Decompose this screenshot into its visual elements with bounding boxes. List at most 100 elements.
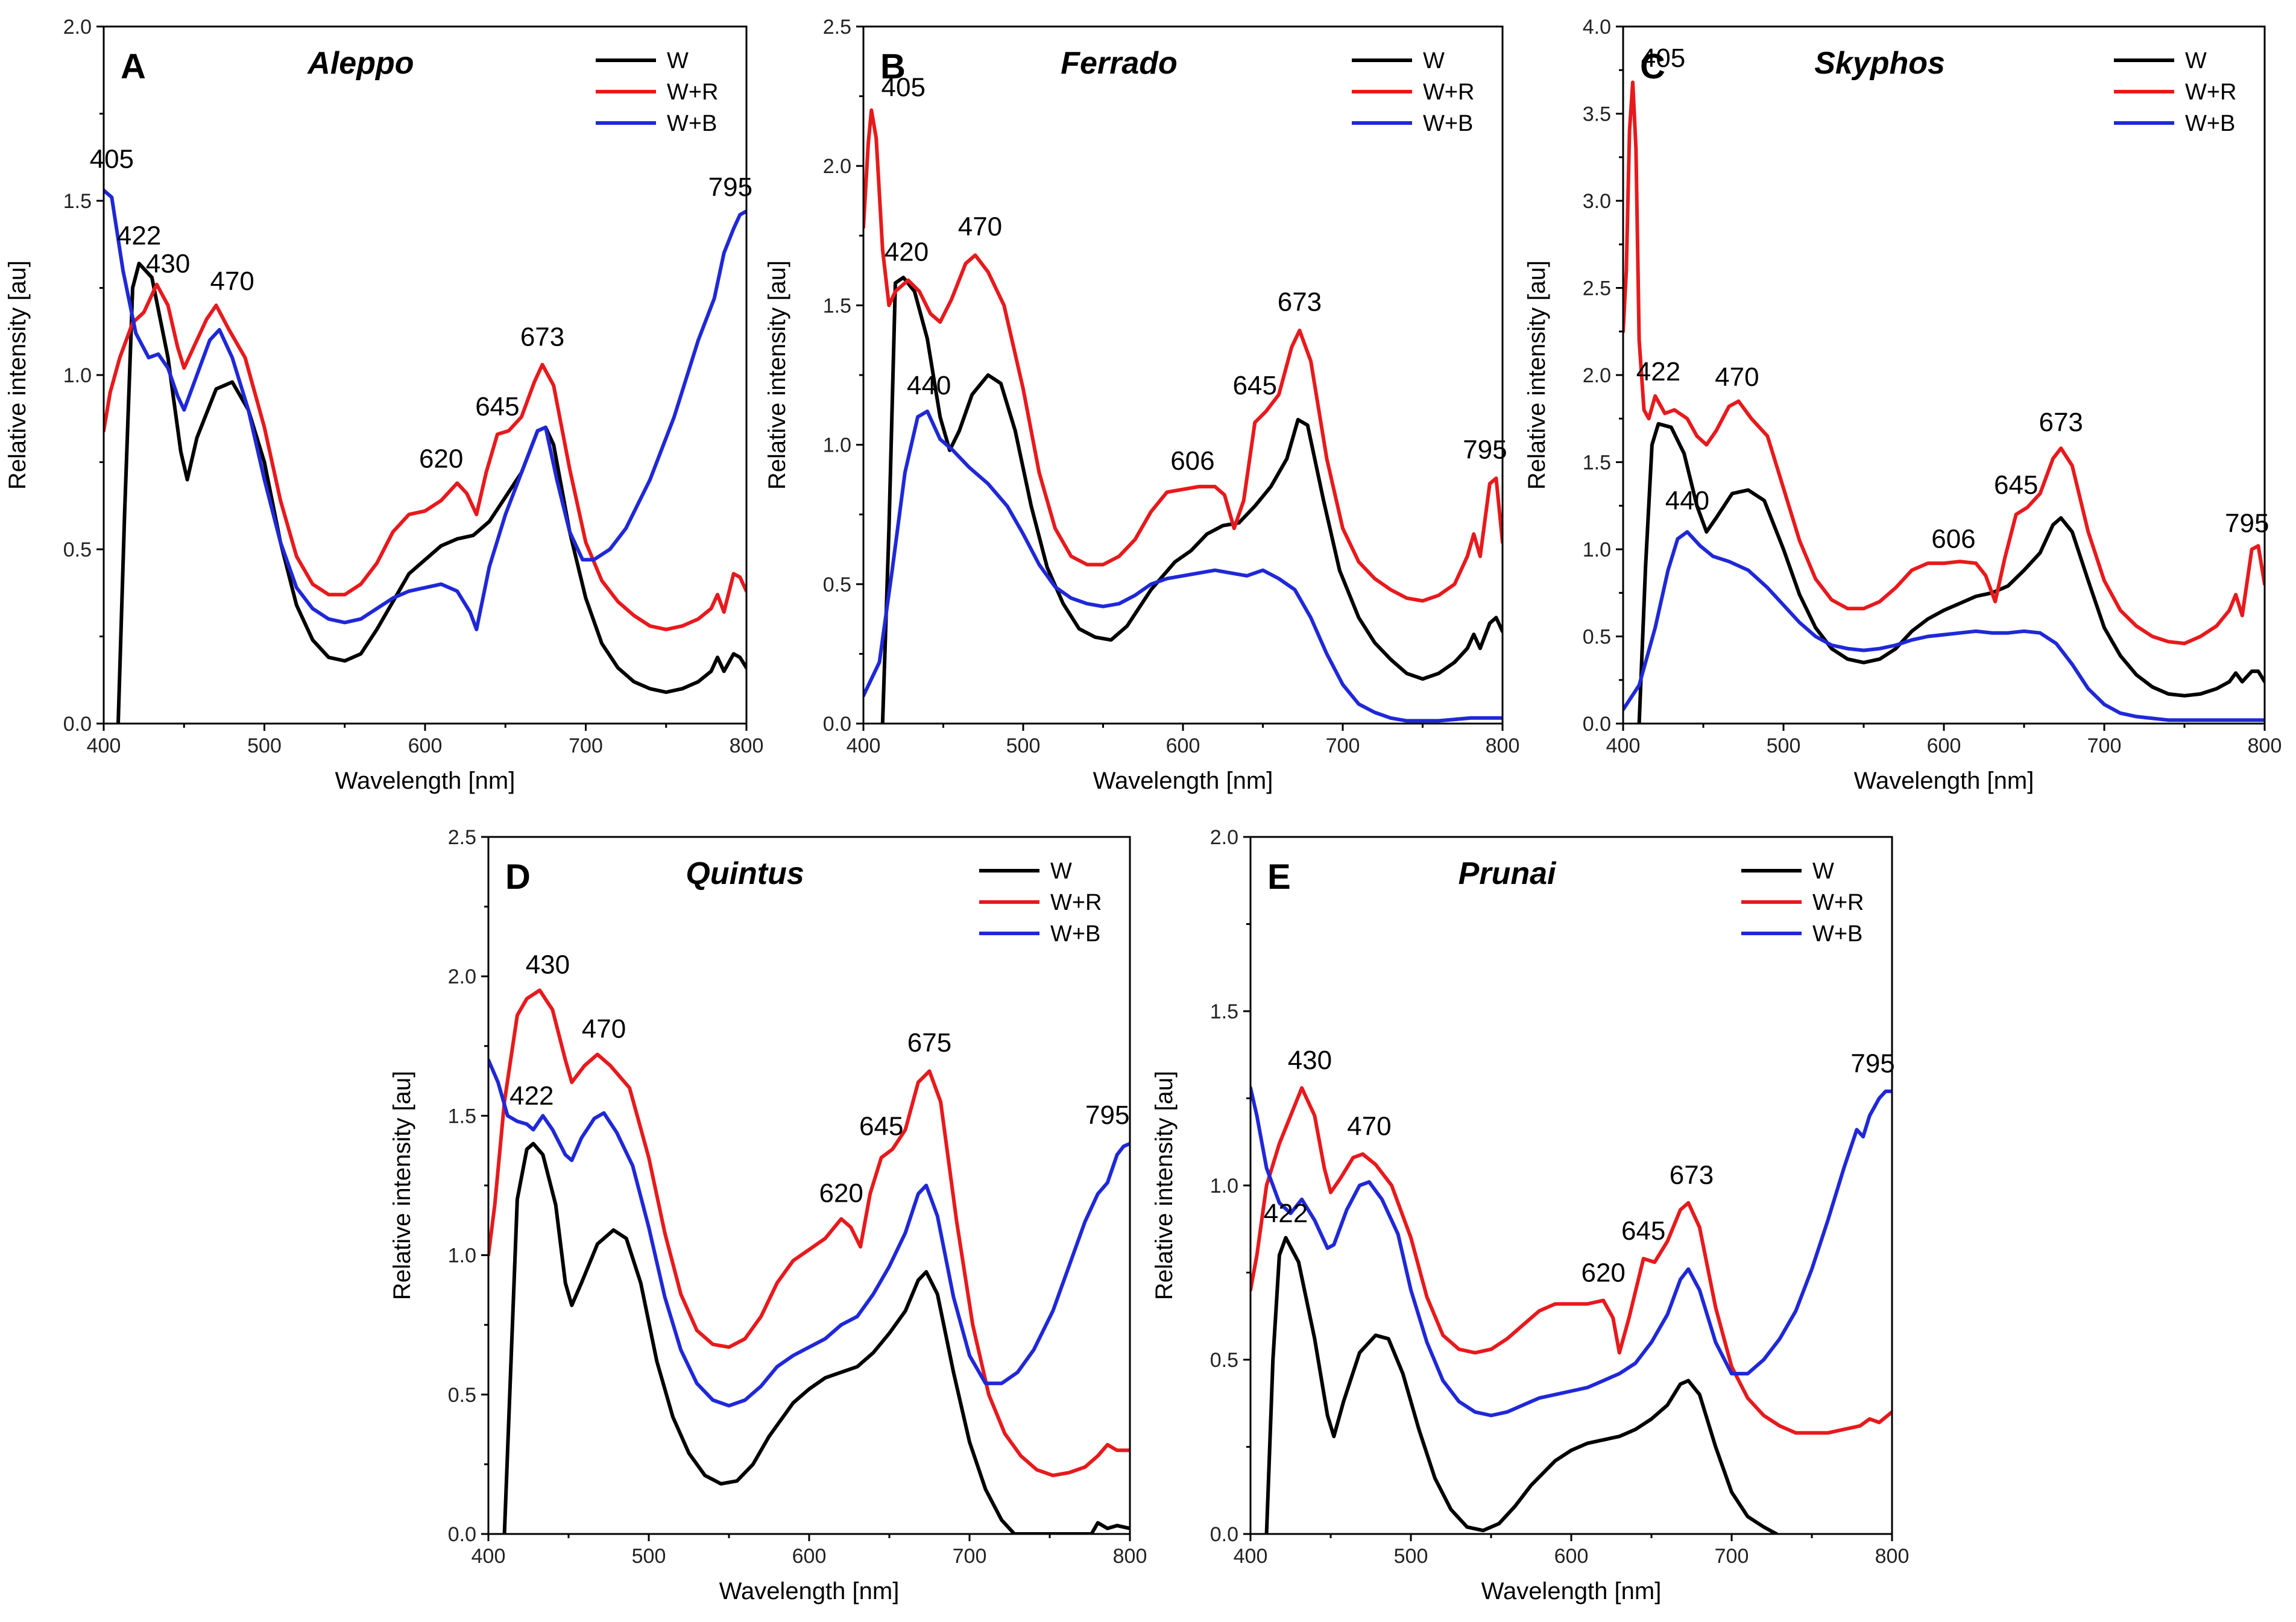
y-tick-label: 3.0 [1583, 190, 1611, 213]
series-line-w [1264, 1235, 1779, 1534]
peak-label: 795 [1085, 1100, 1129, 1130]
legend-label: W+B [1423, 111, 1473, 136]
y-axis-label: Relative intensity [au] [764, 260, 790, 490]
y-tick-label: 2.5 [823, 16, 851, 39]
y-tick-label: 0.5 [823, 573, 851, 596]
legend-label: W [1812, 859, 1834, 884]
series-line-w-r [863, 108, 1503, 603]
y-tick-label: 1.5 [1583, 452, 1611, 475]
peak-label: 420 [885, 237, 929, 267]
x-tick-label: 800 [2248, 734, 2282, 757]
y-tick-label: 0.5 [448, 1384, 476, 1407]
panel-a: 400 500 600 700 800 0.0 0.5 1.0 1.5 2.0 Wavelength… [4, 16, 763, 794]
y-tick-label: 0.0 [1210, 1523, 1238, 1546]
x-tick-label: 600 [1927, 734, 1961, 757]
panel-letter: D [505, 857, 531, 897]
peak-label: 470 [1347, 1112, 1391, 1141]
peak-label: 440 [1665, 486, 1709, 516]
panel-b: 400 500 600 700 800 0.0 0.5 1.0 1.5 2.0 2.5 Wavelen… [764, 16, 1519, 794]
peak-label: 430 [146, 249, 190, 279]
peak-label: 673 [1670, 1161, 1714, 1190]
x-tick-label: 500 [247, 734, 282, 757]
x-tick-label: 700 [1715, 1545, 1749, 1568]
peak-label: 673 [2039, 408, 2083, 437]
y-tick-label: 1.0 [1210, 1175, 1238, 1198]
plot-frame [862, 25, 1504, 725]
x-axis-label: Wavelength [nm] [1481, 1578, 1662, 1605]
y-tick-label: 1.0 [63, 364, 92, 387]
y-axis-label: Relative intensity [au] [389, 1071, 415, 1300]
legend-label: W [2185, 48, 2207, 74]
y-tick-label: 0.0 [448, 1523, 476, 1546]
y-tick-label: 0.5 [1583, 626, 1611, 649]
x-tick-label: 500 [1767, 734, 1801, 757]
x-tick-label: 700 [953, 1545, 987, 1568]
y-tick-label: 1.5 [1210, 1000, 1238, 1023]
y-tick-label: 1.0 [823, 434, 851, 457]
x-tick-label: 600 [408, 734, 443, 757]
y-tick-label: 2.0 [448, 965, 476, 988]
peak-label: 795 [2225, 509, 2269, 538]
y-tick-label: 0.0 [1583, 713, 1611, 736]
peak-label: 620 [1581, 1258, 1625, 1287]
panel-title: Ferrado [1061, 46, 1178, 81]
series-line-w-b [1623, 530, 2265, 722]
peak-label: 440 [907, 371, 951, 400]
panel-title: Aleppo [306, 46, 414, 81]
y-axis-label: Relative intensity [au] [4, 260, 31, 490]
y-tick-label: 2.5 [448, 826, 476, 849]
x-tick-label: 800 [1486, 734, 1520, 757]
series-line-w-b [488, 1058, 1130, 1408]
y-tick-label: 0.0 [823, 713, 851, 736]
peak-label: 645 [475, 392, 519, 421]
y-tick-label: 0.5 [63, 538, 92, 561]
y-tick-label: 2.0 [63, 16, 92, 39]
peak-label: 620 [419, 444, 463, 474]
series-line-w-b [863, 409, 1503, 723]
legend-label: W+B [1050, 921, 1100, 947]
panel-e: 400 500 600 700 800 0.0 0.5 1.0 1.5 2.0 Wavelength… [1151, 826, 1909, 1605]
series-line-w-r [1623, 80, 2265, 646]
peak-label: 645 [859, 1112, 903, 1141]
x-tick-label: 600 [1554, 1545, 1589, 1568]
peak-label: 620 [819, 1179, 863, 1208]
x-axis-label: Wavelength [nm] [1854, 768, 2034, 794]
legend-label: W+R [667, 80, 719, 105]
series-line-w [502, 1141, 1130, 1534]
legend-label: W+B [667, 111, 717, 136]
peak-label: 470 [210, 267, 254, 296]
peak-label: 606 [1931, 525, 1975, 554]
x-tick-label: 700 [2087, 734, 2122, 757]
x-tick-label: 400 [472, 1545, 506, 1568]
peak-label: 470 [1715, 362, 1759, 392]
plot-frame [487, 836, 1131, 1535]
x-tick-label: 400 [87, 734, 121, 757]
panel-title: Prunai [1459, 856, 1557, 891]
x-tick-label: 400 [1606, 734, 1641, 757]
y-tick-label: 1.5 [448, 1105, 476, 1128]
y-tick-label: 2.0 [1583, 364, 1611, 387]
panel-title: Quintus [686, 856, 804, 891]
y-tick-label: 2.0 [1210, 826, 1238, 849]
y-axis-label: Relative intensity [au] [1524, 260, 1550, 490]
peak-label: 645 [1233, 371, 1277, 400]
series-line-w-r [1250, 1086, 1892, 1435]
panel-letter: C [1640, 47, 1665, 86]
x-axis-label: Wavelength [nm] [1093, 768, 1273, 794]
panel-c: 400 500 600 700 800 0.0 0.5 1.0 1.5 2.0 2.5 3.0 3.5 4… [1524, 16, 2282, 794]
peak-label: 405 [882, 72, 926, 102]
series-line-w [116, 262, 746, 724]
series-line-w-b [1250, 1086, 1892, 1418]
peak-label: 422 [1264, 1199, 1308, 1228]
x-tick-label: 600 [792, 1545, 827, 1568]
x-tick-label: 500 [1006, 734, 1041, 757]
x-tick-label: 600 [1166, 734, 1200, 757]
y-axis-label: Relative intensity [au] [1151, 1071, 1178, 1300]
y-tick-label: 0.5 [1210, 1349, 1238, 1372]
legend-label: W+R [2185, 80, 2237, 105]
legend-label: W [1423, 48, 1445, 74]
y-tick-label: 2.0 [823, 155, 851, 178]
y-tick-label: 1.5 [823, 294, 851, 317]
peak-label: 645 [1621, 1216, 1665, 1246]
